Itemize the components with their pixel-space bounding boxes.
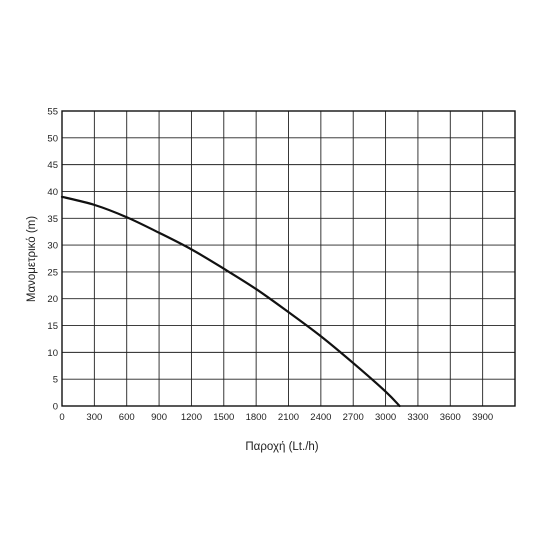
y-tick-label: 55 bbox=[47, 107, 58, 118]
x-tick-label: 2400 bbox=[310, 412, 331, 423]
x-tick-label: 3900 bbox=[472, 412, 493, 423]
x-tick-label: 300 bbox=[86, 412, 102, 423]
y-tick-label: 30 bbox=[47, 241, 58, 252]
x-tick-label: 3300 bbox=[407, 412, 428, 423]
x-tick-label: 900 bbox=[151, 412, 167, 423]
y-axis-label: Μανομετρικό (m) bbox=[26, 216, 38, 302]
y-axis-ticks: 0 5 10 15 20 25 30 35 40 45 50 55 bbox=[47, 107, 58, 413]
y-tick-label: 15 bbox=[47, 321, 58, 332]
y-tick-label: 5 bbox=[53, 375, 58, 386]
y-tick-label: 35 bbox=[47, 214, 58, 225]
y-tick-label: 25 bbox=[47, 267, 58, 278]
grid bbox=[62, 111, 515, 406]
x-axis-label: Παροχή (Lt./h) bbox=[245, 441, 318, 453]
x-tick-label: 2100 bbox=[278, 412, 299, 423]
x-tick-label: 600 bbox=[119, 412, 135, 423]
curve-layer bbox=[62, 197, 400, 406]
x-tick-label: 1800 bbox=[246, 412, 267, 423]
y-tick-label: 0 bbox=[53, 402, 58, 413]
x-tick-label: 2700 bbox=[343, 412, 364, 423]
x-tick-label: 3600 bbox=[440, 412, 461, 423]
y-tick-label: 20 bbox=[47, 294, 58, 305]
y-tick-label: 50 bbox=[47, 133, 58, 144]
y-tick-label: 45 bbox=[47, 160, 58, 171]
y-tick-label: 40 bbox=[47, 187, 58, 198]
x-tick-label: 1200 bbox=[181, 412, 202, 423]
x-axis-ticks: 0 300 600 900 1200 1500 1800 2100 2400 2700 3000 33… bbox=[59, 412, 493, 423]
x-tick-label: 1500 bbox=[213, 412, 234, 423]
y-tick-label: 10 bbox=[47, 348, 58, 359]
x-tick-label: 0 bbox=[59, 412, 64, 423]
x-tick-label: 3000 bbox=[375, 412, 396, 423]
series-line bbox=[62, 197, 400, 406]
